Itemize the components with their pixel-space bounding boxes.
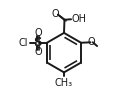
Text: CH₃: CH₃ — [55, 78, 73, 88]
Text: OH: OH — [72, 14, 87, 24]
Text: O: O — [34, 28, 42, 38]
Text: O: O — [52, 9, 59, 19]
Text: O: O — [88, 37, 95, 47]
Text: O: O — [34, 47, 42, 57]
Text: S: S — [33, 36, 42, 49]
Text: Cl: Cl — [18, 38, 28, 48]
